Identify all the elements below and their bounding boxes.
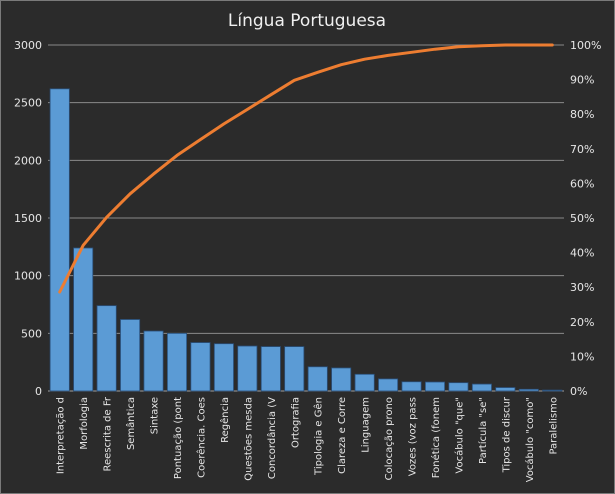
y-axis-left: 0 500 1000 1500 2000 2500 3000 <box>14 39 42 398</box>
bar <box>495 387 516 392</box>
bar-series <box>49 88 563 392</box>
x-tick-label: Clareza e Corre <box>337 397 348 474</box>
y-tick-label: 1500 <box>14 212 42 225</box>
x-tick-label: Ortografia <box>290 397 301 448</box>
bar <box>471 383 492 392</box>
y-axis-right: 0% 10% 20% 30% 40% 50% 60% 70% 80% 90% 100% <box>570 39 601 398</box>
x-tick-label: Regência <box>219 397 231 443</box>
bar <box>424 381 446 392</box>
x-tick-label: Vocábulo "que" <box>453 397 465 474</box>
x-tick-label: Fonética (fonem <box>430 397 442 478</box>
bar <box>96 305 117 392</box>
x-tick-label: Reescrita de Fr <box>103 396 114 471</box>
x-tick-label: Vozes (voz pass <box>408 397 419 476</box>
bar <box>448 382 469 392</box>
x-tick-label: Questões mesda <box>243 397 254 481</box>
y2-tick-label: 40% <box>570 247 594 260</box>
y-tick-label: 500 <box>21 327 42 340</box>
bar <box>401 381 422 392</box>
x-tick-label: Vocábulo "como" <box>524 397 536 482</box>
y2-tick-label: 30% <box>570 281 594 294</box>
y2-tick-label: 10% <box>570 350 594 363</box>
y2-tick-label: 80% <box>570 108 594 121</box>
x-tick-label: Paralelismo <box>548 397 559 455</box>
bar <box>378 378 399 392</box>
bar <box>260 346 281 392</box>
x-tick-label: Coerência. Coes <box>195 397 207 478</box>
bar <box>120 319 141 392</box>
bar <box>213 343 234 392</box>
bar <box>49 88 70 392</box>
x-axis: Interpretação d Morfologia Reescrita de Fr… <box>56 396 560 482</box>
cumulative-line <box>58 43 554 294</box>
y2-tick-label: 20% <box>570 316 594 329</box>
x-tick-label: Tipologia e Gên <box>313 397 325 476</box>
y2-tick-label: 0% <box>570 385 587 398</box>
y2-tick-label: 60% <box>570 177 594 190</box>
x-tick-label: Interpretação d <box>56 397 67 474</box>
y2-tick-label: 50% <box>570 212 594 225</box>
bar <box>307 366 328 392</box>
bar <box>237 345 258 392</box>
y2-tick-label: 90% <box>570 74 594 87</box>
x-tick-label: Colocação prono <box>384 397 395 480</box>
bar <box>190 342 211 392</box>
x-tick-label: Pontuação (pont <box>173 397 184 479</box>
chart-title: Língua Portuguesa <box>228 11 386 31</box>
bar <box>354 373 375 392</box>
bar <box>73 247 94 392</box>
y-tick-label: 2500 <box>14 97 42 110</box>
y-tick-label: 0 <box>35 385 42 398</box>
cumulative-line-series <box>58 43 554 294</box>
x-tick-label: Partícula "se" <box>477 397 489 464</box>
bar <box>166 332 188 392</box>
bar <box>518 388 539 392</box>
x-tick-label: Tipos de discur <box>501 396 512 473</box>
bar <box>143 330 164 392</box>
x-tick-label: Semântica <box>125 397 137 450</box>
bar <box>542 389 563 392</box>
y2-tick-label: 70% <box>570 143 594 156</box>
y2-tick-label: 100% <box>570 39 601 52</box>
x-tick-label: Sintaxe <box>150 397 161 434</box>
bar <box>331 367 352 392</box>
y-tick-label: 1000 <box>14 270 42 283</box>
x-tick-label: Concordância (V <box>266 397 278 479</box>
x-tick-label: Morfologia <box>79 397 90 450</box>
y-tick-label: 3000 <box>14 39 42 52</box>
y-tick-label: 2000 <box>14 154 42 167</box>
bar <box>284 346 305 392</box>
x-tick-label: Linguagem <box>361 397 372 453</box>
